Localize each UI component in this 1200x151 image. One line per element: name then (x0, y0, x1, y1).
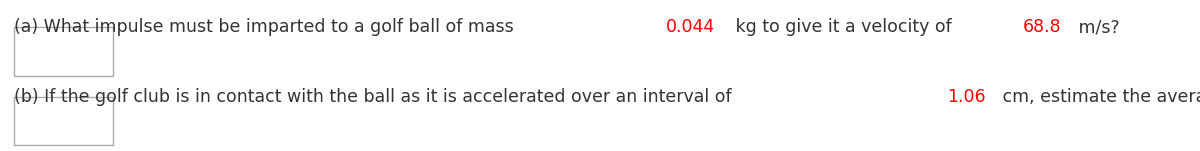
Text: (b) If the golf club is in contact with the ball as it is accelerated over an in: (b) If the golf club is in contact with … (14, 88, 738, 106)
Text: 68.8: 68.8 (1024, 18, 1062, 36)
Text: 0.044: 0.044 (666, 18, 715, 36)
Text: (a) What impulse must be imparted to a golf ball of mass: (a) What impulse must be imparted to a g… (14, 18, 520, 36)
Bar (14, 27, 113, 76)
Text: 1.06: 1.06 (948, 88, 986, 106)
Bar (14, 97, 113, 145)
Text: kg to give it a velocity of: kg to give it a velocity of (730, 18, 958, 36)
Text: m/s?: m/s? (1073, 18, 1120, 36)
Text: cm, estimate the average force exerted on the ball by the club.: cm, estimate the average force exerted o… (997, 88, 1200, 106)
